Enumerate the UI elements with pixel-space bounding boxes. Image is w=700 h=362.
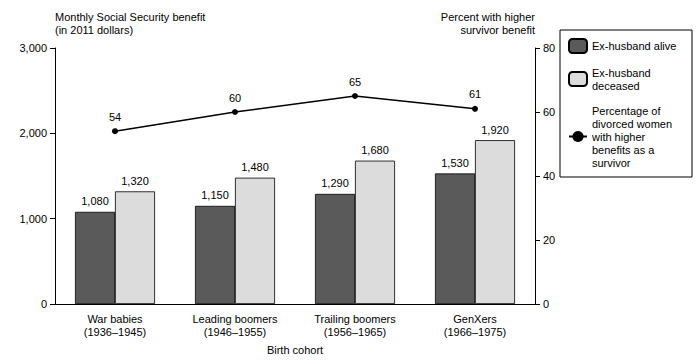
svg-text:2,000: 2,000 <box>19 127 47 139</box>
svg-text:1,680: 1,680 <box>361 144 389 156</box>
svg-text:(1936–1945): (1936–1945) <box>84 326 146 338</box>
svg-text:Percentage of: Percentage of <box>592 105 664 117</box>
svg-text:Ex-husband: Ex-husband <box>592 67 654 79</box>
svg-text:61: 61 <box>469 88 481 100</box>
svg-text:1,290: 1,290 <box>321 177 349 189</box>
svg-text:20: 20 <box>543 234 555 246</box>
svg-text:(1946–1955): (1946–1955) <box>204 326 266 338</box>
svg-text:54: 54 <box>109 111 121 123</box>
svg-text:1,150: 1,150 <box>201 189 229 201</box>
svg-text:65: 65 <box>349 76 361 88</box>
svg-text:1,000: 1,000 <box>19 213 47 225</box>
svg-text:0: 0 <box>543 298 549 310</box>
svg-text:60: 60 <box>543 106 555 118</box>
svg-text:40: 40 <box>543 170 555 182</box>
svg-text:Leading boomers: Leading boomers <box>192 313 278 325</box>
svg-text:survivor benefit: survivor benefit <box>460 24 535 36</box>
svg-text:80: 80 <box>543 42 555 54</box>
svg-text:survivor: survivor <box>592 157 631 169</box>
svg-text:Percent with higher: Percent with higher <box>441 11 535 23</box>
svg-text:GenXers: GenXers <box>453 313 497 325</box>
svg-text:(in 2011 dollars): (in 2011 dollars) <box>55 24 133 36</box>
svg-text:Trailing boomers: Trailing boomers <box>314 313 396 325</box>
svg-text:1,920: 1,920 <box>481 124 509 136</box>
svg-text:(1966–1975): (1966–1975) <box>444 326 506 338</box>
svg-text:with higher: with higher <box>591 131 648 143</box>
svg-text:1,320: 1,320 <box>121 175 149 187</box>
svg-text:(1956–1965): (1956–1965) <box>324 326 386 338</box>
svg-text:1,480: 1,480 <box>241 161 269 173</box>
svg-text:1,080: 1,080 <box>81 195 109 207</box>
svg-text:divorced women: divorced women <box>592 118 675 130</box>
svg-text:60: 60 <box>229 92 241 104</box>
svg-text:0: 0 <box>41 298 47 310</box>
svg-text:War babies: War babies <box>87 313 143 325</box>
svg-text:Ex-husband alive: Ex-husband alive <box>592 40 676 52</box>
svg-text:Birth cohort: Birth cohort <box>267 344 323 356</box>
svg-text:1,530: 1,530 <box>441 157 469 169</box>
svg-text:benefits as a: benefits as a <box>592 144 657 156</box>
svg-text:deceased: deceased <box>592 80 640 92</box>
svg-text:Monthly Social Security benefi: Monthly Social Security benefit <box>55 11 205 23</box>
svg-text:3,000: 3,000 <box>19 42 47 54</box>
